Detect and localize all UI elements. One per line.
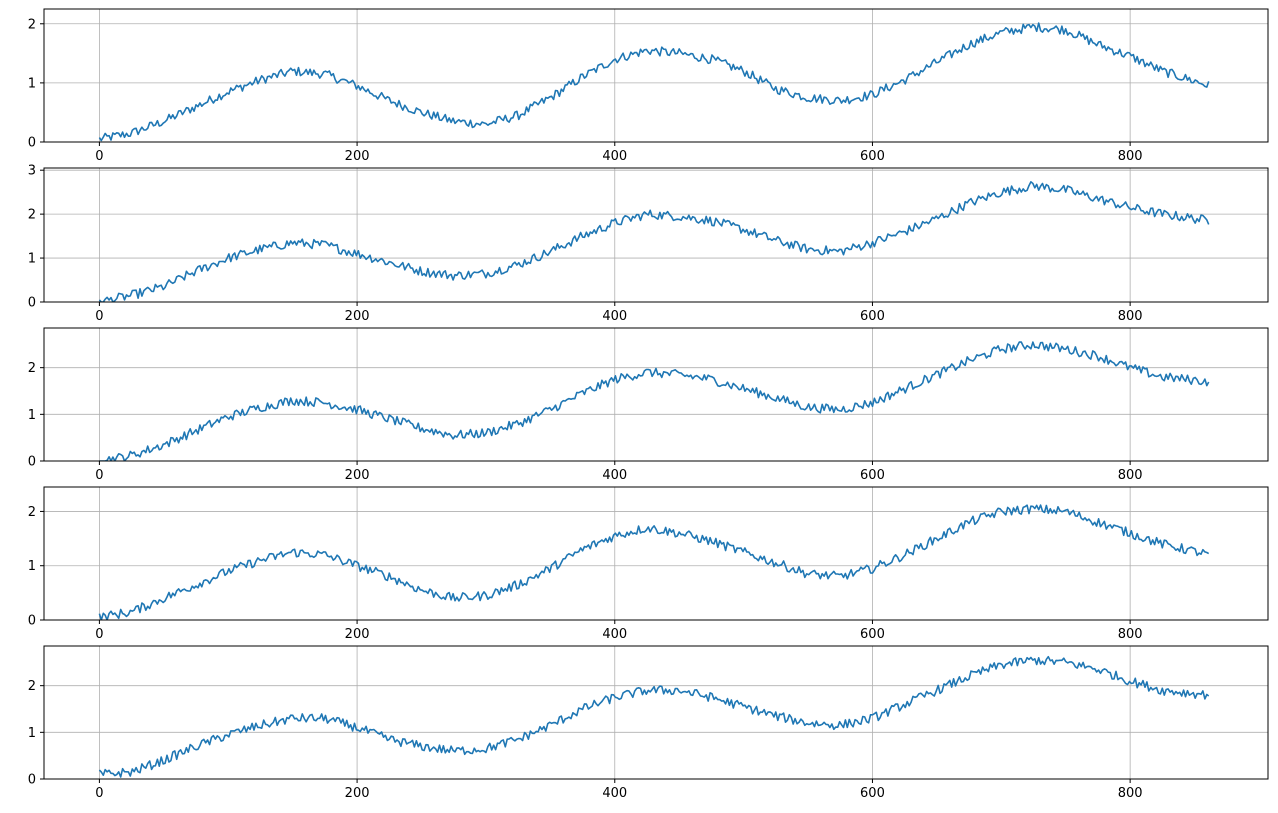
axes-frame xyxy=(43,486,1269,621)
y-tick-label: 1 xyxy=(28,559,36,574)
y-tick-label: 0 xyxy=(28,773,36,788)
y-tick-label: 1 xyxy=(28,408,36,423)
x-tick-label: 0 xyxy=(95,309,103,324)
x-tick-label: 800 xyxy=(1118,786,1143,801)
x-tick-label: 400 xyxy=(602,309,627,324)
x-tick-label: 0 xyxy=(95,468,103,483)
x-tick-label: 800 xyxy=(1118,627,1143,642)
x-tick-label: 800 xyxy=(1118,149,1143,164)
subplot-4: 0 200 400 600 800 0 1 2 xyxy=(28,486,1269,642)
x-tick-label: 400 xyxy=(602,149,627,164)
x-tick-label: 400 xyxy=(602,627,627,642)
y-tick-label: 3 xyxy=(28,164,36,179)
y-tick-label: 1 xyxy=(28,726,36,741)
x-tick-label: 0 xyxy=(95,627,103,642)
x-tick-label: 400 xyxy=(602,468,627,483)
series-line-1 xyxy=(98,504,1210,620)
series-line-1 xyxy=(98,22,1210,142)
axes-frame xyxy=(43,8,1269,143)
x-tick-label: 600 xyxy=(860,627,885,642)
x-tick-label: 200 xyxy=(345,627,370,642)
y-tick-label: 1 xyxy=(28,76,36,91)
axes-frame xyxy=(43,327,1269,462)
x-tick-label: 200 xyxy=(345,309,370,324)
x-tick-label: 0 xyxy=(95,786,103,801)
x-tick-label: 200 xyxy=(345,786,370,801)
y-tick-label: 0 xyxy=(28,296,36,311)
x-tick-label: 600 xyxy=(860,309,885,324)
y-tick-label: 2 xyxy=(28,505,36,520)
subplot-2: 0 200 400 600 800 0 1 2 3 xyxy=(28,164,1269,324)
y-tick-label: 2 xyxy=(28,679,36,694)
x-tick-label: 400 xyxy=(602,786,627,801)
y-tick-label: 1 xyxy=(28,252,36,267)
y-tick-label: 0 xyxy=(28,614,36,629)
subplot-3: 0 200 400 600 800 0 1 2 xyxy=(28,327,1269,483)
x-tick-label: 600 xyxy=(860,786,885,801)
x-tick-label: 800 xyxy=(1118,309,1143,324)
subplot-5: 0 200 400 600 800 0 1 2 xyxy=(28,645,1269,801)
axes-frame xyxy=(43,645,1269,780)
y-tick-label: 0 xyxy=(28,455,36,470)
x-tick-label: 800 xyxy=(1118,468,1143,483)
y-tick-label: 2 xyxy=(28,361,36,376)
series-line-1 xyxy=(99,341,1210,461)
y-tick-label: 0 xyxy=(28,136,36,151)
x-tick-label: 0 xyxy=(95,149,103,164)
y-tick-label: 2 xyxy=(28,208,36,223)
series-line-1 xyxy=(98,655,1210,778)
axes-frame xyxy=(43,167,1269,303)
x-tick-label: 200 xyxy=(345,468,370,483)
x-tick-label: 200 xyxy=(345,149,370,164)
subplot-1: 0 200 400 600 800 0 1 2 xyxy=(28,8,1269,164)
series-line-1 xyxy=(98,181,1210,302)
x-tick-label: 600 xyxy=(860,468,885,483)
y-tick-label: 2 xyxy=(28,17,36,32)
x-tick-label: 600 xyxy=(860,149,885,164)
